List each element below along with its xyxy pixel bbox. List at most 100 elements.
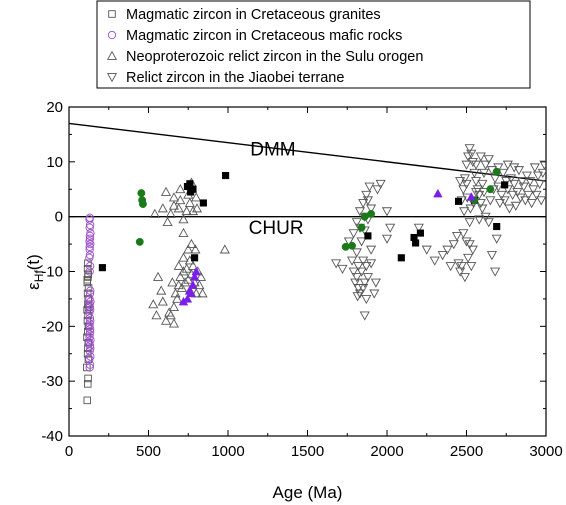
data-point-triangle-down-open xyxy=(529,163,540,173)
x-tick-label: 0 xyxy=(65,443,73,460)
data-point-square-filled xyxy=(222,171,230,180)
data-point-triangle-up-open xyxy=(165,310,176,320)
data-point-triangle-down-open xyxy=(513,166,525,176)
data-point-triangle-up-open xyxy=(168,318,180,328)
data-point-triangle-down-open xyxy=(358,199,369,209)
data-point-square-open xyxy=(83,275,92,284)
data-point-square-filled xyxy=(455,197,463,205)
data-point-triangle-up-open xyxy=(160,315,172,325)
data-point-triangle-down-open xyxy=(502,160,513,170)
data-point-triangle-down-open xyxy=(480,160,491,170)
data-point-triangle-up-open xyxy=(156,285,167,295)
data-point-triangle-up-open xyxy=(191,288,202,298)
data-point-triangle-down-open xyxy=(490,267,501,277)
data-point-square-filled xyxy=(189,185,197,193)
data-point-triangle-down-open xyxy=(512,188,523,198)
data-point-triangle-down-open xyxy=(361,262,372,272)
data-point-triangle-down-open xyxy=(381,234,393,244)
data-point-triangle-down-open xyxy=(463,253,474,264)
data-point-triangle-down-open xyxy=(467,245,478,255)
y-tick-label: -40 xyxy=(41,428,63,445)
data-points xyxy=(83,144,546,405)
data-point-triangle-up-open xyxy=(183,244,194,254)
data-point-triangle-down-open xyxy=(359,278,370,288)
data-point-triangle-down-open xyxy=(351,273,362,283)
data-point-circle-open xyxy=(85,360,95,369)
data-point-triangle-up-filled xyxy=(433,188,443,198)
data-point-triangle-up-open xyxy=(191,192,202,202)
legend-marker-triangle-up-open xyxy=(106,50,118,60)
data-point-triangle-down-open xyxy=(358,284,369,294)
x-axis-title: Age (Ma) xyxy=(273,483,343,502)
data-point-triangle-up-open xyxy=(149,208,160,218)
data-point-triangle-up-open xyxy=(168,200,180,210)
data-point-triangle-down-open xyxy=(504,204,515,214)
data-point-triangle-up-open xyxy=(197,288,208,298)
data-point-triangle-down-open xyxy=(466,262,477,272)
data-point-circle-filled xyxy=(486,185,495,194)
data-point-triangle-down-open xyxy=(456,262,467,272)
data-point-triangle-down-open xyxy=(499,196,510,206)
data-point-triangle-up-open xyxy=(162,216,173,227)
legend-label: Neoproterozoic relict zircon in the Sulu… xyxy=(126,49,423,65)
data-point-square-filled xyxy=(501,181,509,189)
data-point-triangle-up-open xyxy=(168,301,180,312)
x-tick-label: 2500 xyxy=(450,443,483,460)
data-point-circle-open xyxy=(85,245,94,254)
data-point-triangle-down-open xyxy=(455,267,466,277)
legend-label: Magmatic zircon in Cretaceous granites xyxy=(126,7,381,23)
data-point-triangle-down-open xyxy=(464,240,475,250)
data-point-circle-open xyxy=(85,294,94,304)
x-tick-label: 2000 xyxy=(370,443,403,460)
data-point-triangle-down-open xyxy=(348,267,359,277)
data-point-square-open xyxy=(84,380,92,388)
data-point-triangle-down-open xyxy=(478,188,490,198)
data-point-circle-filled xyxy=(135,237,144,246)
data-point-triangle-down-open xyxy=(509,163,520,173)
data-point-triangle-down-open xyxy=(464,144,475,154)
data-point-circle-open xyxy=(85,250,95,260)
data-point-triangle-down-open xyxy=(459,207,470,217)
data-point-triangle-down-open xyxy=(532,171,544,181)
legend: Magmatic zircon in Cretaceous granites Ma… xyxy=(96,0,531,89)
data-point-triangle-up-open xyxy=(178,227,189,238)
data-point-triangle-down-open xyxy=(362,273,373,283)
data-point-triangle-up-open xyxy=(167,277,178,287)
data-point-circle-open xyxy=(85,242,94,251)
data-point-triangle-down-open xyxy=(351,218,362,228)
data-point-circle-filled xyxy=(367,209,376,218)
data-point-circle-open xyxy=(85,261,95,271)
data-point-triangle-up-filled xyxy=(186,288,197,298)
data-point-triangle-down-open xyxy=(459,174,470,184)
data-point-triangle-down-open xyxy=(375,179,386,189)
data-point-triangle-down-open xyxy=(474,215,485,225)
data-point-triangle-down-open xyxy=(461,160,472,170)
data-point-triangle-up-open xyxy=(181,205,192,216)
data-point-triangle-up-open xyxy=(178,252,189,262)
data-point-triangle-up-open xyxy=(173,203,184,213)
axis-ticks xyxy=(68,106,547,437)
data-point-triangle-down-open xyxy=(539,160,546,170)
y-axis-title-sub: Hf xyxy=(32,270,46,283)
data-point-triangle-up-filled xyxy=(182,294,193,303)
data-point-triangle-down-open xyxy=(461,179,472,189)
data-point-triangle-down-open xyxy=(498,168,509,179)
data-point-triangle-up-open xyxy=(172,293,183,303)
data-point-triangle-down-open xyxy=(491,234,502,244)
y-tick-label: -30 xyxy=(41,373,63,390)
data-point-triangle-up-open xyxy=(160,186,172,196)
data-point-triangle-up-open xyxy=(175,194,186,205)
x-tick-label: 3000 xyxy=(529,443,562,460)
data-point-square-filled xyxy=(412,239,420,247)
data-point-square-open xyxy=(84,374,92,383)
data-point-square-open xyxy=(84,284,93,292)
data-point-triangle-down-open xyxy=(534,179,545,189)
data-point-circle-filled xyxy=(357,223,366,232)
data-point-triangle-down-open xyxy=(475,199,486,209)
data-point-square-open xyxy=(83,306,91,314)
data-point-triangle-up-open xyxy=(178,266,189,276)
data-point-triangle-down-open xyxy=(351,248,362,258)
data-point-circle-open xyxy=(85,324,95,334)
data-point-circle-filled xyxy=(492,167,501,176)
data-point-square-open xyxy=(84,270,92,278)
